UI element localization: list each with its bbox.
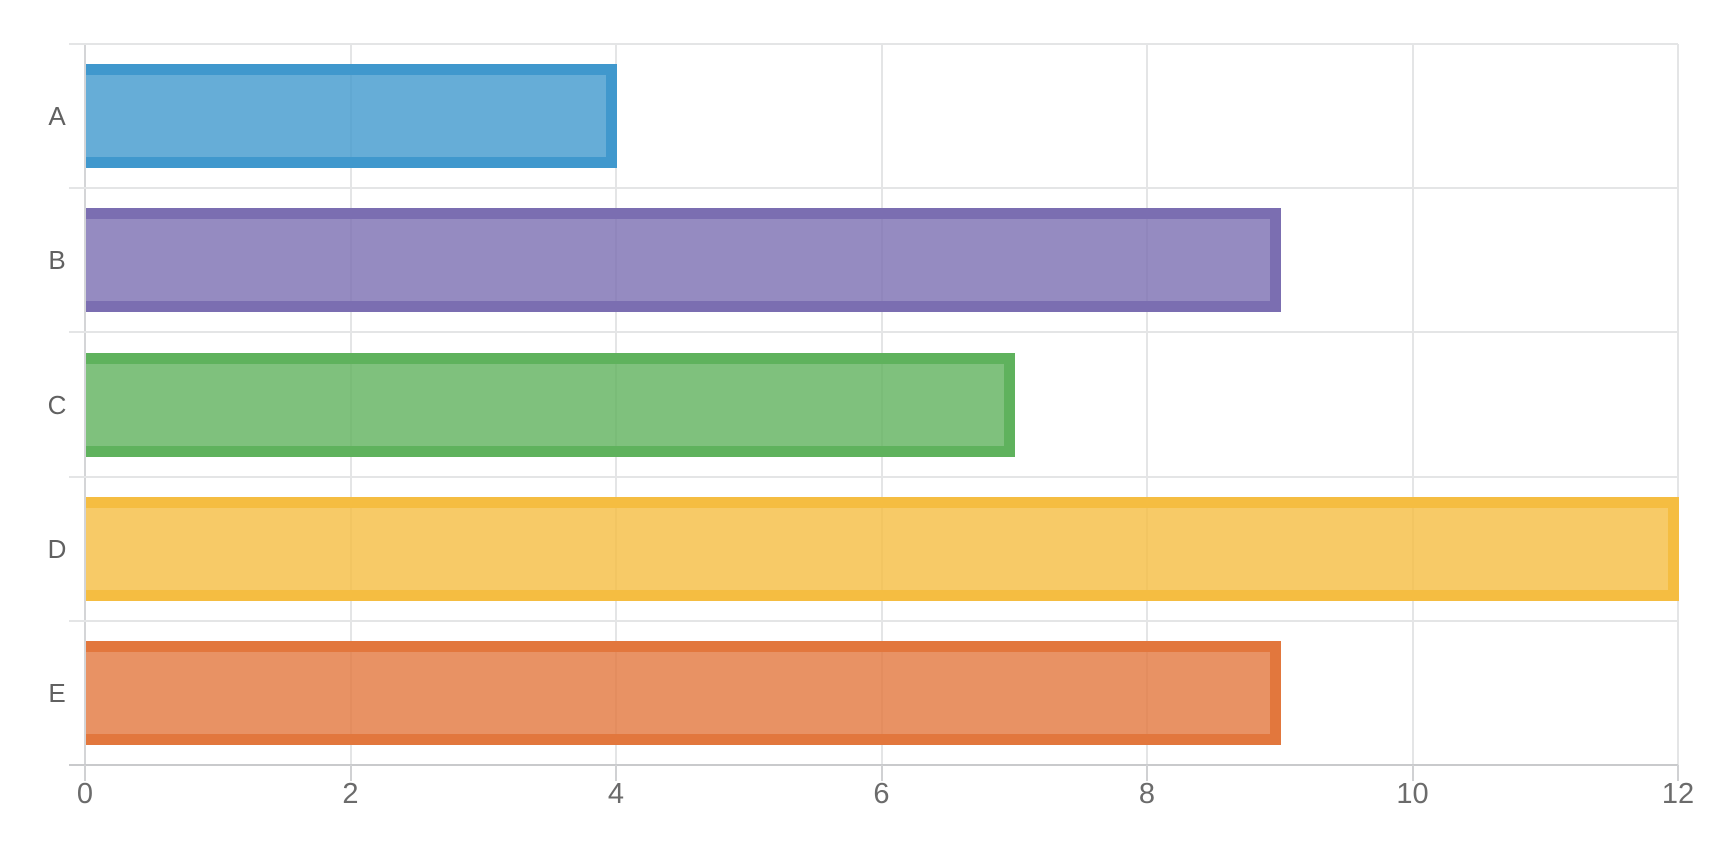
bar-a: [86, 64, 617, 169]
y-category-label-e: E: [48, 677, 66, 708]
y-category-label-b: B: [48, 245, 66, 276]
y-category-label-d: D: [47, 533, 67, 564]
gridline-horizontal: [69, 187, 1678, 190]
x-tick-label: 12: [1661, 778, 1695, 810]
x-tick-label: 6: [873, 778, 890, 810]
x-axis-line: [69, 764, 1678, 766]
gridline-horizontal: [69, 43, 1678, 45]
x-tick-mark: [84, 765, 86, 781]
x-tick-label: 4: [607, 778, 625, 810]
y-category-label-a: A: [48, 101, 66, 132]
gridline-horizontal: [69, 619, 1678, 622]
gridline-horizontal: [69, 475, 1678, 478]
bar-c: [86, 352, 1016, 457]
x-tick-label: 10: [1396, 778, 1429, 810]
x-tick-label: 2: [342, 778, 359, 810]
gridline-vertical: [1677, 44, 1679, 765]
bar-d: [86, 496, 1679, 601]
gridline-horizontal: [69, 331, 1678, 334]
bar-b: [86, 208, 1281, 313]
x-tick-mark: [349, 765, 352, 781]
gridline-vertical: [1146, 44, 1148, 765]
y-axis-line: [84, 44, 86, 765]
gridline-vertical: [1411, 44, 1414, 765]
x-tick-label: 0: [76, 778, 94, 810]
x-tick-mark: [1411, 765, 1414, 781]
x-tick-mark: [880, 765, 883, 781]
y-category-label-c: C: [47, 389, 67, 420]
x-tick-label: 8: [1138, 778, 1156, 810]
x-tick-mark: [1677, 765, 1679, 781]
bar-e: [86, 640, 1281, 745]
x-tick-mark: [1146, 765, 1148, 781]
x-tick-mark: [615, 765, 617, 781]
